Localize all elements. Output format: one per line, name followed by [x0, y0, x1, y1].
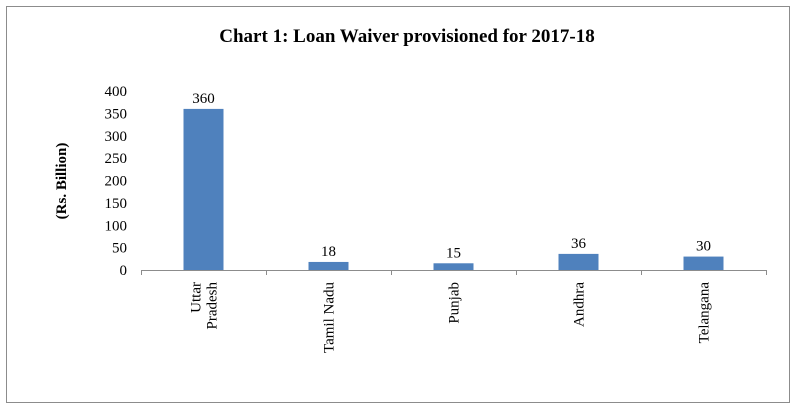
- x-tick-label-line: Tamil Nadu: [322, 282, 338, 354]
- bar: [183, 108, 224, 271]
- y-tick-label: 250: [105, 151, 128, 167]
- y-axis-label: (Rs. Billion): [54, 143, 70, 220]
- data-labels: 360 18 15 36 30: [192, 91, 711, 261]
- chart-frame: [6, 6, 790, 403]
- x-tick-label: Telangana: [697, 282, 713, 344]
- y-tick-label: 300: [105, 129, 128, 145]
- bar: [683, 256, 724, 270]
- x-axis: Uttar Pradesh Tamil Nadu Punjab Andhra Telang…: [141, 270, 767, 353]
- x-tick-label-line: Telangana: [697, 282, 713, 344]
- x-tick-label-line: Punjab: [447, 282, 463, 324]
- data-label: 30: [696, 239, 711, 255]
- x-tick-label-line: Uttar: [189, 282, 205, 313]
- x-tick-label: Andhra: [572, 282, 588, 327]
- y-tick-label: 200: [105, 174, 128, 190]
- data-label: 18: [321, 244, 336, 260]
- y-tick-label: 100: [105, 218, 128, 234]
- bar: [308, 261, 349, 270]
- y-axis: 0 50 100 150 200 250 300 350 400: [105, 84, 128, 279]
- x-tick-label-line: Andhra: [572, 282, 588, 327]
- data-label: 36: [571, 236, 587, 252]
- bars: [183, 108, 724, 271]
- y-tick-label: 150: [105, 196, 128, 212]
- x-tick-label: Uttar Pradesh: [189, 282, 221, 330]
- y-tick-label: 0: [120, 263, 128, 279]
- data-label: 360: [192, 91, 215, 107]
- y-tick-label: 50: [112, 241, 127, 257]
- y-tick-label: 400: [105, 84, 128, 100]
- data-label: 15: [446, 245, 461, 261]
- bar: [433, 263, 474, 270]
- x-tick-label: Punjab: [447, 282, 463, 324]
- chart-title: Chart 1: Loan Waiver provisioned for 201…: [219, 26, 594, 47]
- bar: [558, 253, 599, 270]
- y-tick-label: 350: [105, 106, 128, 122]
- x-tick-label: Tamil Nadu: [322, 282, 338, 354]
- x-tick-label-line: Pradesh: [205, 282, 221, 330]
